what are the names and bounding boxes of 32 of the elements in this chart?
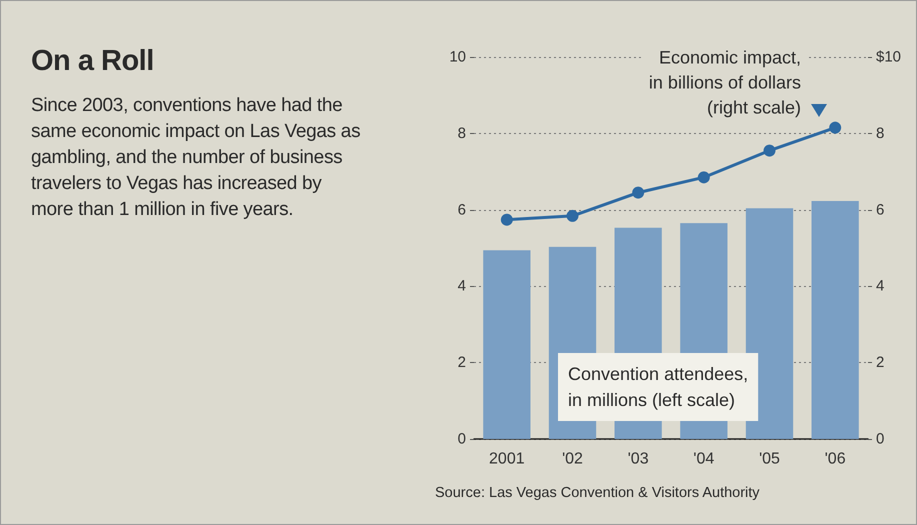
y-tick-label: 10 [449, 48, 466, 66]
point [829, 122, 842, 134]
bar [746, 208, 794, 439]
y2-tick-label: 4 [876, 278, 884, 295]
series-label: Convention attendees, in millions (left scale) [568, 364, 748, 410]
point [698, 171, 710, 184]
x-tick-label: '02 [562, 450, 584, 468]
y2-tick-label: $10 [876, 48, 902, 66]
y-tick-label: 8 [458, 124, 466, 142]
point [632, 186, 644, 199]
y-tick-label: 6 [458, 201, 466, 218]
point [764, 144, 776, 157]
text: On a Roll [31, 45, 154, 78]
bar [483, 250, 530, 439]
x-tick-label: '05 [759, 450, 780, 468]
bar [812, 201, 859, 439]
series-label: Economic impact, in billions of dollars (right scale) [648, 48, 801, 118]
text: Since 2003, conventions have had the same economic impact on Las Vegas as gambling, and the number of business travelers to Vegas has increased by more than 1 million in five years. [31, 94, 361, 222]
point [566, 210, 578, 222]
point [500, 214, 513, 226]
y-tick-label: 0 [458, 430, 466, 448]
y-tick-label: 4 [458, 278, 466, 295]
x-tick-label: '06 [824, 450, 846, 468]
y2-tick-label: 6 [876, 201, 884, 218]
source-note: Source: Las Vegas Convention & Visitors Authority [435, 485, 760, 501]
x-tick-label: '03 [628, 450, 649, 468]
y2-tick-label: 0 [876, 430, 884, 448]
y2-tick-label: 2 [876, 354, 884, 372]
y2-tick-label: 8 [876, 124, 884, 142]
y-tick-label: 2 [458, 354, 466, 372]
x-tick-label: '04 [693, 450, 714, 468]
x-tick-label: 2001 [489, 450, 525, 468]
